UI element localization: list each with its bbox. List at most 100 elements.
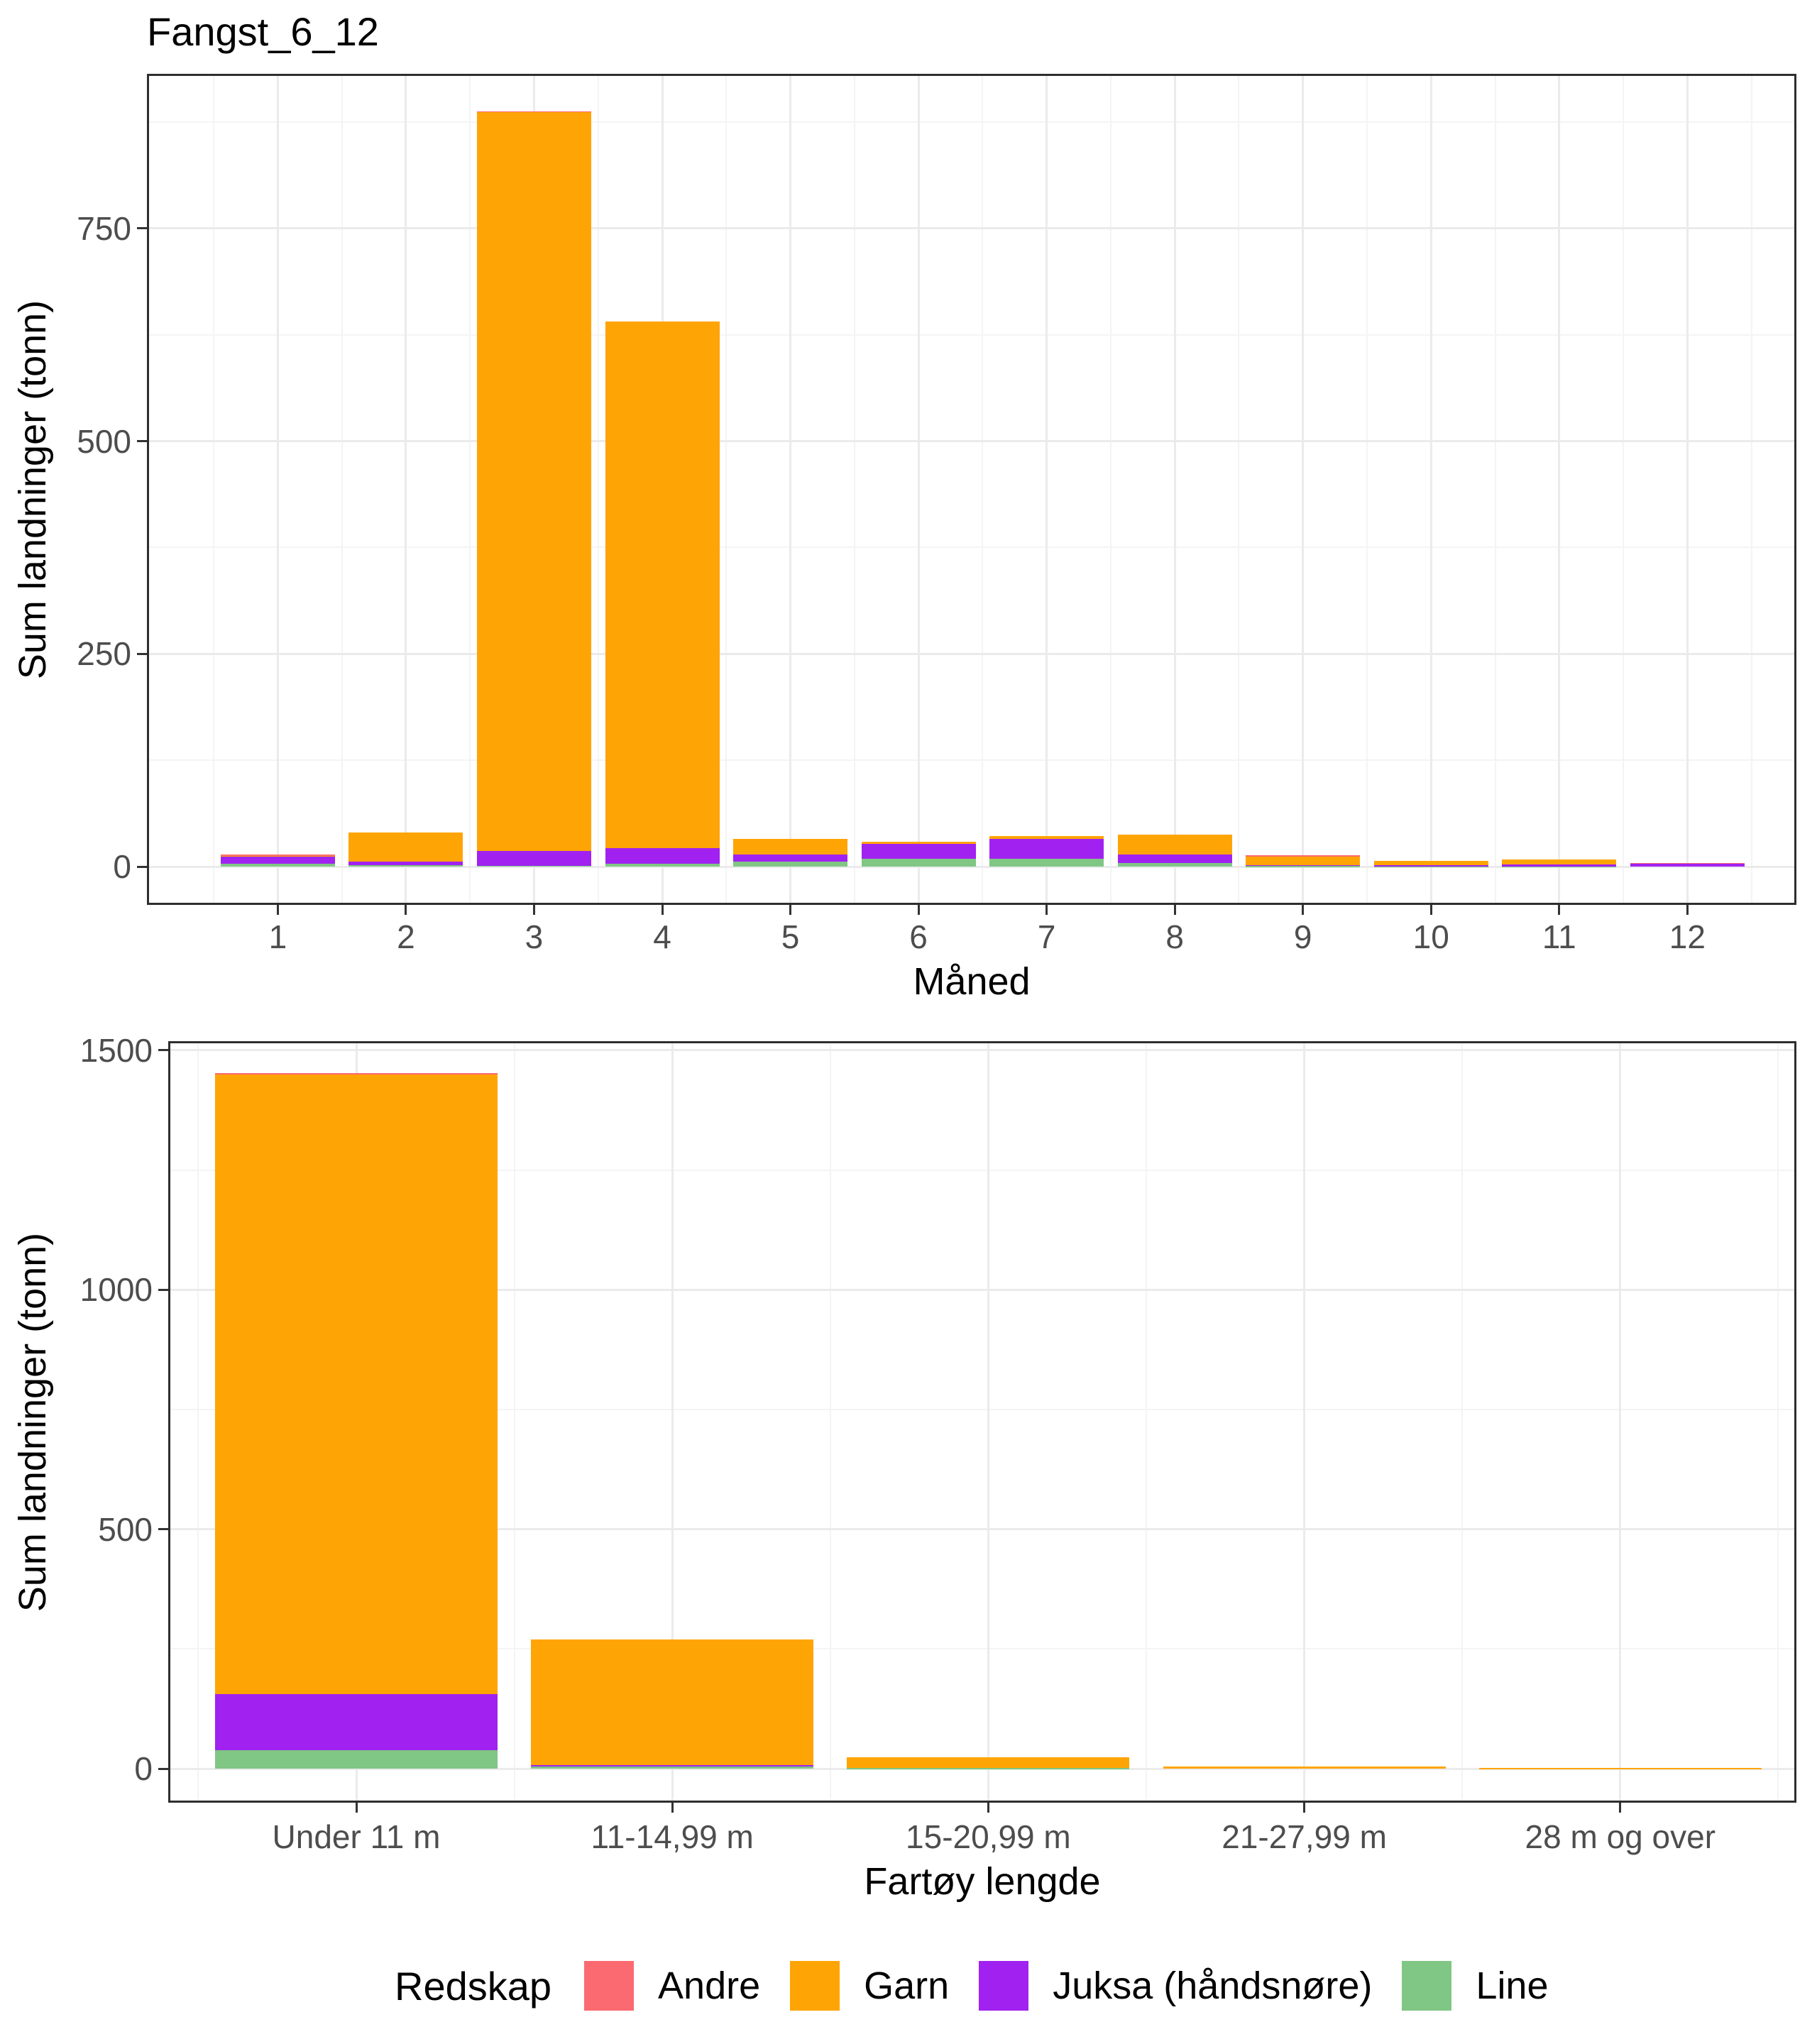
gridline-minor-v — [1494, 74, 1496, 905]
gridline-minor-v — [982, 74, 984, 905]
gridline-major-h — [147, 440, 1796, 443]
legend: Redskap Andre Garn Juksa (håndsnøre) Line — [395, 1953, 1579, 2018]
bar-segment — [847, 1757, 1130, 1769]
gridline-minor-v — [1109, 74, 1111, 905]
gridline-major-v — [1173, 74, 1176, 905]
x-tick-label: 7 — [1037, 918, 1056, 955]
bar-segment — [1373, 866, 1488, 868]
bar-segment — [861, 844, 976, 859]
gridline-minor-v — [197, 1041, 199, 1803]
bar-segment — [215, 1073, 498, 1075]
x-tick — [1303, 1803, 1306, 1813]
bar-segment — [476, 111, 591, 851]
y-tick-label: 0 — [134, 1750, 153, 1787]
bar-segment — [1117, 855, 1232, 863]
gridline-major-h — [168, 1049, 1796, 1052]
bar-segment — [1502, 859, 1617, 864]
gridline-major-v — [1045, 74, 1048, 905]
gridline-major-v — [1619, 1041, 1622, 1803]
legend-label: Garn — [864, 1965, 950, 2007]
x-tick-label: 5 — [781, 918, 800, 955]
legend-swatch — [584, 1961, 635, 2011]
gridline-minor-v — [513, 1041, 515, 1803]
bar-segment — [989, 859, 1104, 867]
x-tick — [1686, 905, 1689, 915]
legend-swatch — [979, 1961, 1029, 2011]
y-tick-label: 750 — [77, 209, 131, 247]
gridline-major-v — [1686, 74, 1689, 905]
bar-segment — [989, 835, 1104, 840]
legend-label: Line — [1476, 1965, 1549, 2007]
gridline-major-v — [1303, 1041, 1306, 1803]
top-chart-panel — [147, 74, 1796, 905]
x-tick — [917, 905, 920, 915]
x-tick-label: 11-14,99 m — [591, 1818, 754, 1855]
bar-segment — [1246, 866, 1361, 867]
bar-segment — [215, 1750, 498, 1769]
x-tick-label: 21-27,99 m — [1222, 1818, 1387, 1855]
bar-segment — [989, 839, 1104, 859]
x-tick-label: 8 — [1165, 918, 1184, 955]
gridline-minor-v — [1750, 74, 1752, 905]
y-tick — [137, 652, 147, 655]
x-tick — [671, 1803, 674, 1813]
bar-segment — [348, 861, 463, 866]
y-tick-label: 500 — [98, 1510, 153, 1548]
gridline-major-h — [147, 865, 1796, 868]
y-tick — [158, 1049, 168, 1052]
legend-swatch — [1402, 1961, 1452, 2011]
bar-segment — [348, 833, 463, 862]
x-tick-label: 1 — [268, 918, 287, 955]
gridline-minor-v — [1623, 74, 1625, 905]
gridline-minor-h — [147, 759, 1796, 762]
bar-segment — [531, 1765, 814, 1766]
gridline-minor-v — [341, 74, 343, 905]
legend-title: Redskap — [395, 1963, 552, 2009]
y-tick — [137, 440, 147, 443]
x-tick — [1302, 905, 1305, 915]
x-tick — [355, 1803, 358, 1813]
gridline-minor-h — [147, 121, 1796, 123]
gridline-minor-v — [597, 74, 599, 905]
x-tick-label: 12 — [1669, 918, 1706, 955]
plot-title: Fangst_6_12 — [147, 9, 379, 54]
x-tick — [789, 905, 792, 915]
gridline-major-v — [1302, 74, 1305, 905]
gridline-major-h — [168, 1288, 1796, 1291]
gridline-major-v — [917, 74, 920, 905]
gridline-minor-h — [168, 1408, 1796, 1410]
x-tick-label: 28 m og over — [1525, 1818, 1716, 1855]
gridline-minor-v — [853, 74, 855, 905]
x-tick — [1558, 905, 1561, 915]
legend-entry: Garn — [790, 1961, 949, 2011]
gridline-minor-v — [1238, 74, 1240, 905]
bar-segment — [1246, 855, 1361, 865]
bottom-chart-panel — [168, 1041, 1796, 1803]
x-tick-label: 9 — [1293, 918, 1312, 955]
x-tick — [532, 905, 535, 915]
gridline-major-v — [671, 1041, 674, 1803]
bar-segment — [476, 850, 591, 866]
x-tick — [1173, 905, 1176, 915]
y-tick-label: 1000 — [79, 1271, 153, 1309]
top-y-axis-title: Sum landninger (tonn) — [11, 300, 54, 680]
gridline-minor-h — [168, 1648, 1796, 1650]
x-tick — [1619, 1803, 1622, 1813]
y-tick-label: 0 — [113, 848, 131, 885]
bar-segment — [1117, 835, 1232, 855]
bar-segment — [1117, 862, 1232, 867]
legend-entry: Line — [1402, 1961, 1549, 2011]
x-tick-label: 6 — [909, 918, 928, 955]
bar-segment — [1502, 866, 1617, 868]
bar-segment — [220, 857, 335, 864]
x-tick — [276, 905, 279, 915]
legend-entry: Juksa (håndsnøre) — [979, 1961, 1372, 2011]
bar-segment — [1246, 864, 1361, 867]
gridline-minor-v — [1366, 74, 1368, 905]
x-tick — [405, 905, 407, 915]
bar-segment — [476, 111, 591, 113]
bar-segment — [220, 855, 335, 856]
x-tick — [661, 905, 664, 915]
gridline-minor-v — [829, 1041, 831, 1803]
